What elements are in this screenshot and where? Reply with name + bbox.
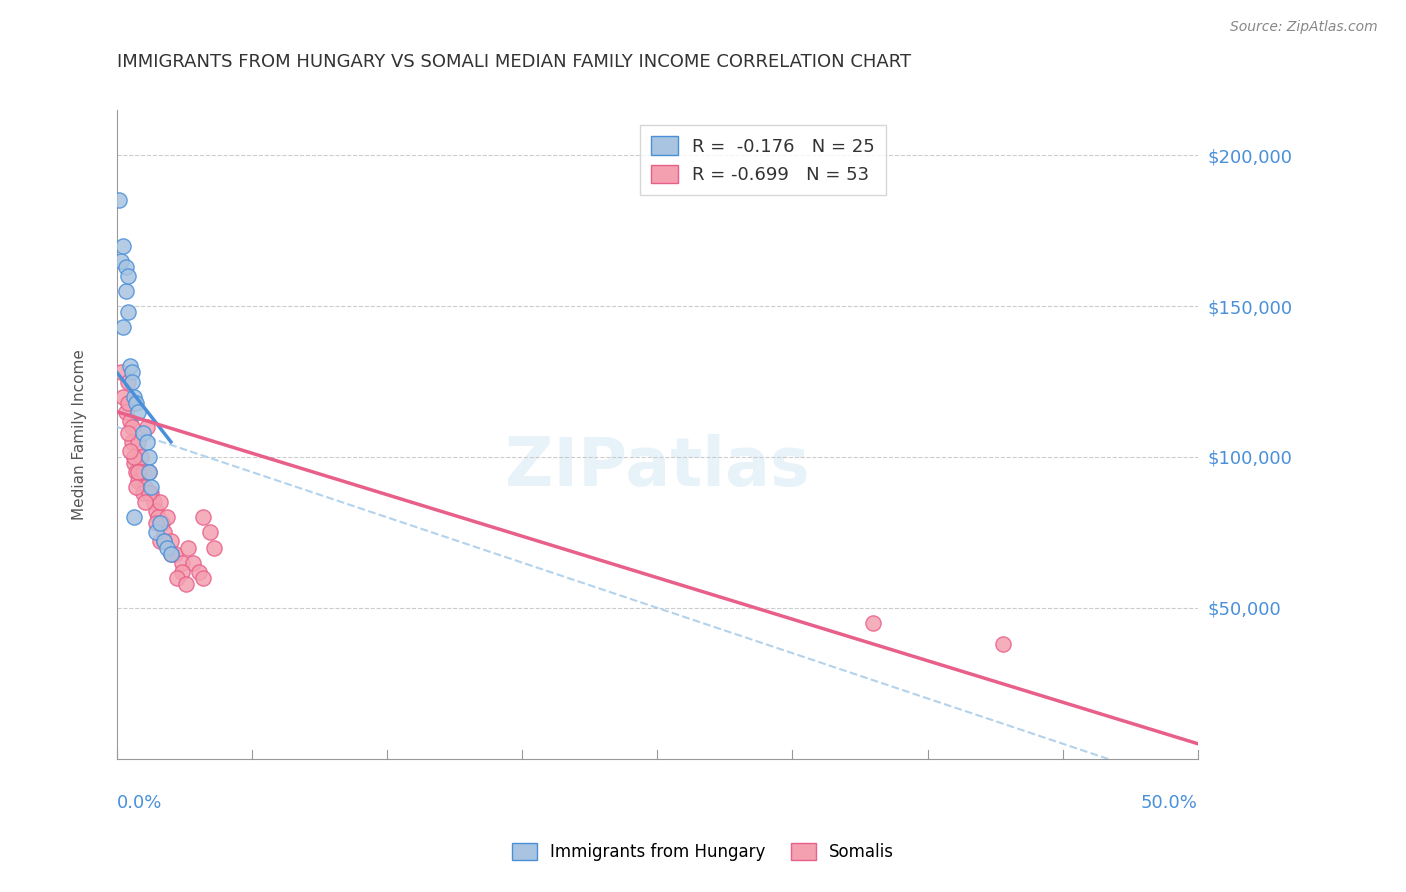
Point bbox=[122, 390, 145, 404]
Point bbox=[146, 510, 169, 524]
Point bbox=[114, 260, 136, 274]
Point bbox=[153, 525, 176, 540]
Point bbox=[118, 359, 141, 374]
Point bbox=[136, 419, 159, 434]
Point bbox=[122, 456, 145, 470]
Text: 0.0%: 0.0% bbox=[117, 795, 162, 813]
Point bbox=[110, 366, 132, 380]
Point bbox=[149, 534, 172, 549]
Point bbox=[145, 525, 167, 540]
Point bbox=[114, 284, 136, 298]
Point bbox=[128, 465, 150, 479]
Point bbox=[121, 434, 143, 449]
Point bbox=[193, 571, 215, 585]
Text: Source: ZipAtlas.com: Source: ZipAtlas.com bbox=[1230, 20, 1378, 34]
Point bbox=[136, 434, 159, 449]
Point bbox=[117, 375, 139, 389]
Point bbox=[150, 516, 173, 531]
Point bbox=[118, 444, 141, 458]
Point bbox=[155, 541, 177, 555]
Point bbox=[202, 541, 225, 555]
Point bbox=[153, 534, 176, 549]
Point bbox=[112, 238, 135, 252]
Point bbox=[132, 465, 155, 479]
Point bbox=[155, 510, 177, 524]
Point bbox=[149, 495, 172, 509]
Point bbox=[160, 534, 183, 549]
Point bbox=[128, 405, 150, 419]
Point bbox=[142, 495, 165, 509]
Point bbox=[122, 450, 145, 464]
Point bbox=[862, 615, 884, 630]
Point bbox=[165, 547, 187, 561]
Point bbox=[134, 495, 156, 509]
Point bbox=[114, 405, 136, 419]
Text: 50.0%: 50.0% bbox=[1140, 795, 1198, 813]
Point bbox=[193, 510, 215, 524]
Point bbox=[128, 434, 150, 449]
Legend: R =  -0.176   N = 25, R = -0.699   N = 53: R = -0.176 N = 25, R = -0.699 N = 53 bbox=[640, 126, 886, 194]
Point bbox=[121, 419, 143, 434]
Point bbox=[160, 547, 183, 561]
Point bbox=[108, 194, 131, 208]
Point bbox=[112, 320, 135, 334]
Point bbox=[121, 375, 143, 389]
Point bbox=[121, 366, 143, 380]
Point bbox=[141, 480, 163, 494]
Point bbox=[991, 637, 1014, 651]
Point bbox=[122, 450, 145, 464]
Point bbox=[170, 565, 193, 579]
Point bbox=[128, 474, 150, 488]
Point bbox=[125, 480, 148, 494]
Point bbox=[188, 565, 211, 579]
Point bbox=[132, 486, 155, 500]
Text: Median Family Income: Median Family Income bbox=[72, 349, 87, 520]
Point bbox=[125, 395, 148, 409]
Point bbox=[110, 253, 132, 268]
Point bbox=[125, 465, 148, 479]
Point bbox=[117, 395, 139, 409]
Point bbox=[138, 465, 160, 479]
Text: IMMIGRANTS FROM HUNGARY VS SOMALI MEDIAN FAMILY INCOME CORRELATION CHART: IMMIGRANTS FROM HUNGARY VS SOMALI MEDIAN… bbox=[117, 53, 911, 71]
Point bbox=[145, 516, 167, 531]
Point bbox=[181, 556, 204, 570]
Point bbox=[112, 390, 135, 404]
Point bbox=[132, 425, 155, 440]
Text: ZIPatlas: ZIPatlas bbox=[505, 434, 810, 500]
Point bbox=[149, 516, 172, 531]
Point bbox=[174, 576, 197, 591]
Point bbox=[138, 450, 160, 464]
Point bbox=[129, 450, 152, 464]
Point bbox=[160, 547, 183, 561]
Point bbox=[122, 510, 145, 524]
Point bbox=[198, 525, 221, 540]
Point bbox=[141, 486, 163, 500]
Point bbox=[177, 541, 200, 555]
Point bbox=[166, 571, 188, 585]
Point bbox=[118, 414, 141, 428]
Legend: Immigrants from Hungary, Somalis: Immigrants from Hungary, Somalis bbox=[505, 836, 901, 868]
Point bbox=[117, 268, 139, 283]
Point bbox=[145, 504, 167, 518]
Point bbox=[170, 556, 193, 570]
Point bbox=[138, 486, 160, 500]
Point bbox=[153, 534, 176, 549]
Point bbox=[117, 305, 139, 319]
Point bbox=[134, 480, 156, 494]
Point bbox=[117, 425, 139, 440]
Point bbox=[138, 465, 160, 479]
